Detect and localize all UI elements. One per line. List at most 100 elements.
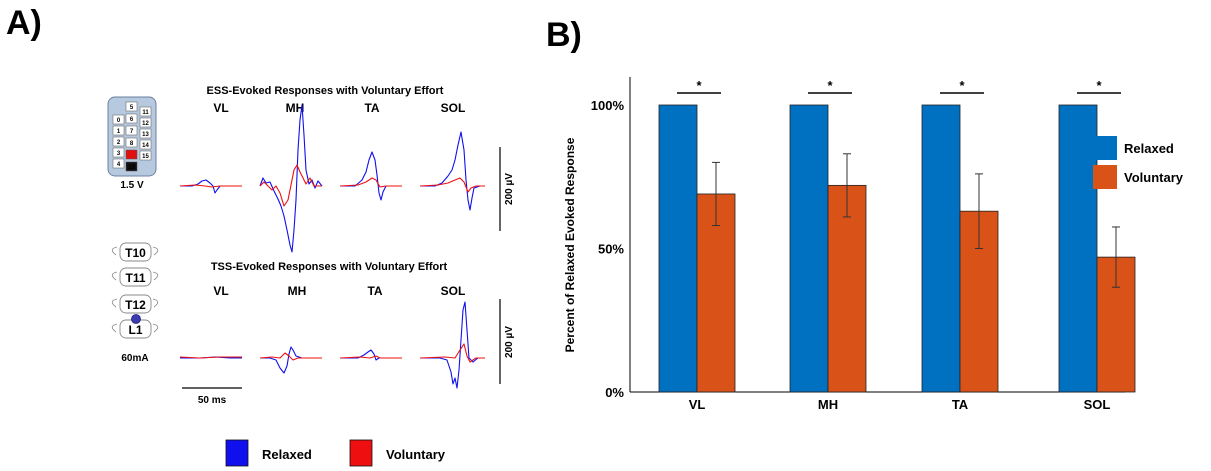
bar-relaxed-ta [921,104,961,393]
ess-sol-relaxed-trace [420,131,485,211]
electrode-label-14: 14 [142,143,149,149]
electrode-label-12: 12 [142,121,149,127]
legend-swatch-relaxed-b [1093,136,1117,160]
x-tick-label-mh: MH [818,397,838,412]
ess-ta-voluntary-trace [339,177,402,188]
electrode-1 [112,125,125,136]
vertebra-process-l1 [111,323,159,333]
panel-a-legend: Relaxed Voluntary [225,439,446,467]
bar-relaxed-sol [1058,104,1098,393]
x-tick-label-ta: TA [952,397,969,412]
legend-label-voluntary-b: Voluntary [1124,170,1184,185]
tss-traces [179,301,485,389]
electrode-7 [125,125,138,136]
ess-vl-voluntary-trace [179,184,242,188]
time-scale-label: 50 ms [198,395,227,406]
electrode-label-6: 6 [130,117,134,123]
significance-markers: * * * * [677,78,1121,94]
ess-muscle-mh: MH [286,101,305,115]
ess-voltage: 1.5 V [120,180,144,191]
tss-muscle-mh: MH [288,284,307,298]
tss-vl-voluntary-trace [179,356,242,359]
vertebra-process-t10 [111,246,159,256]
panel-b-label: B) [546,16,582,54]
ess-traces [179,104,485,253]
electrode-12 [139,117,152,128]
electrode-2 [112,136,125,147]
tss-current: 60mA [121,353,148,364]
electrode-label-10: 10 [128,165,135,171]
x-ticks: VL MH TA SOL [689,397,1111,412]
error-bars [712,153,1120,288]
tss-muscle-sol: SOL [441,284,466,298]
vertebra-label-l1: L1 [128,323,142,337]
ess-muscle-ta: TA [364,101,379,115]
significance-star-sol: * [1096,78,1102,93]
tss-sol-voluntary-trace [419,343,485,363]
bar-voluntary-vl [696,193,736,393]
spine-icon: T10 T11 T12 L1 [111,242,159,339]
ess-sol-voluntary-trace [419,177,485,193]
y-tick-label: 50% [598,242,624,257]
panel-a-label: A) [6,4,42,42]
electrode-11 [139,106,152,117]
legend-label-relaxed: Relaxed [262,447,312,462]
significance-star-mh: * [827,78,833,93]
y-axis-label: Percent of Relaxed Evoked Response [563,137,577,352]
electrode-label-2: 2 [117,140,121,146]
ess-amplitude-scale-label: 200 µV [504,173,515,205]
electrode-3 [112,147,125,158]
electrode-13 [139,128,152,139]
x-tick-label-vl: VL [689,397,706,412]
tss-mh-voluntary-trace [259,352,322,361]
tss-title: TSS-Evoked Responses with Voluntary Effo… [211,261,448,273]
y-tick-label: 100% [591,98,625,113]
vertebra-process-t11 [111,271,159,281]
ess-muscle-vl: VL [213,101,228,115]
legend-swatch-relaxed [225,439,249,467]
x-tick-label-sol: SOL [1084,397,1111,412]
electrode-6 [125,113,138,124]
electrode-label-7: 7 [130,129,134,135]
electrode-label-5: 5 [130,105,134,111]
electrode-column-right: 11 12 13 14 15 [139,106,152,161]
bar-voluntary-mh [827,184,867,393]
vertebra-label-t11: T11 [125,271,145,285]
tss-muscle-ta: TA [367,284,382,298]
bars [658,104,1136,393]
tss-amplitude-scale-label: 200 µV [504,326,515,358]
electrode-14 [139,139,152,150]
tss-muscle-vl: VL [213,284,228,298]
ess-mh-voluntary-trace [259,164,322,207]
ess-muscle-sol: SOL [441,101,466,115]
electrode-label-11: 11 [142,110,149,116]
legend-swatch-voluntary [349,439,373,467]
tss-ta-voluntary-trace [339,355,402,359]
electrode-15 [139,150,152,161]
significance-star-ta: * [959,78,965,93]
ess-mh-relaxed-trace [259,104,323,253]
vertebra-label-t10: T10 [125,246,146,260]
legend-swatch-voluntary-b [1093,165,1117,189]
bar-relaxed-vl [658,104,698,393]
ess-ta-relaxed-trace [340,151,402,201]
y-tick-label: 0% [605,385,624,400]
electrode-9 [125,149,138,160]
electrode-column-left: 0 1 2 3 4 [112,114,125,169]
electrode-10 [125,161,138,172]
legend-label-relaxed-b: Relaxed [1124,141,1174,156]
electrode-label-3: 3 [117,151,121,157]
ess-title: ESS-Evoked Responses with Voluntary Effo… [207,85,444,97]
vertebra-process-t12 [111,298,159,308]
vertebra-t10 [119,242,152,262]
electrode-label-8: 8 [130,141,134,147]
electrode-label-0: 0 [117,118,121,124]
electrode-column-middle: 5 6 7 8 10 [125,101,138,172]
vertebra-t11 [119,267,152,287]
electrode-label-4: 4 [117,162,121,168]
vertebra-t12 [119,294,152,314]
vertebra-label-t12: T12 [125,298,146,312]
electrode-8 [125,137,138,148]
